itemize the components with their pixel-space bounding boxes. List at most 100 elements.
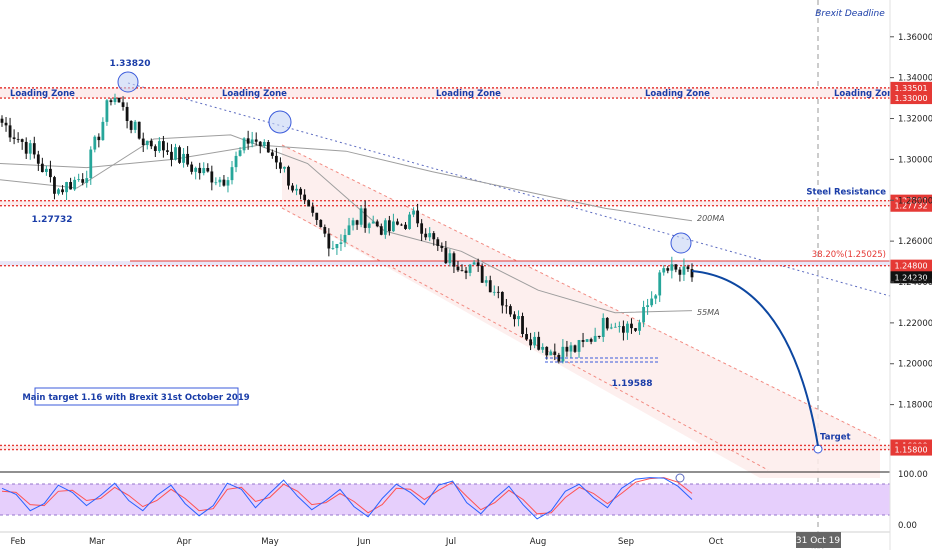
- candle-body: [371, 221, 375, 224]
- candle-body: [480, 266, 484, 283]
- swing-high-marker: [117, 71, 139, 93]
- x-tick-label: Jun: [356, 537, 370, 547]
- candle-body: [250, 139, 254, 144]
- x-tick-label: May: [261, 537, 279, 547]
- x-tick-label: Oct: [709, 537, 724, 547]
- candle-body: [375, 221, 379, 227]
- x-tick-label: Aug: [530, 537, 547, 547]
- note-box-text: Main target 1.16 with Brexit 31st Octobe…: [22, 393, 249, 403]
- candle-body: [359, 208, 363, 225]
- loading-zone-upper-tag: [890, 81, 932, 94]
- candle-body: [577, 340, 581, 352]
- candle-body: [299, 188, 302, 195]
- candle-body: [113, 97, 117, 103]
- osc-marker: [675, 473, 685, 483]
- candle-body: [517, 316, 520, 320]
- osc-tick-label: 100.00: [898, 470, 928, 480]
- candle-body: [400, 224, 403, 226]
- ma-line-55MA: [0, 134, 693, 314]
- candlestick-series: [0, 93, 694, 364]
- candle-body: [521, 316, 524, 335]
- candle-body: [561, 346, 565, 362]
- steel-resistance-lower-tag: [890, 199, 932, 212]
- candle-body: [174, 147, 177, 160]
- touch-marker-sep: [670, 232, 692, 254]
- candle-body: [573, 345, 577, 352]
- candle-body: [16, 138, 20, 140]
- candle-body: [412, 210, 415, 215]
- candle-body: [387, 220, 391, 232]
- candle-body: [605, 317, 609, 329]
- candle-body: [258, 141, 262, 147]
- candle-body: [125, 106, 129, 121]
- current-price-tag: [890, 271, 932, 284]
- candle-body: [133, 121, 137, 130]
- candle-body: [634, 328, 637, 331]
- y-tick-label: 1.30000: [898, 155, 932, 165]
- candle-body: [541, 346, 545, 350]
- candle-body: [456, 266, 460, 271]
- candle-body: [162, 141, 165, 151]
- swing-high-label: 1.33820: [110, 59, 151, 69]
- candle-body: [238, 150, 242, 156]
- candle-body: [105, 100, 109, 122]
- candle-body: [630, 323, 633, 329]
- candle-body: [549, 351, 553, 356]
- candle-body: [626, 323, 629, 333]
- osc-tick-label: 0.00: [898, 521, 917, 531]
- candle-body: [622, 326, 625, 333]
- fib-zone-fill: [0, 261, 890, 266]
- candle-body: [609, 327, 613, 329]
- candle-body: [20, 139, 24, 142]
- candle-body: [36, 154, 40, 164]
- candle-body: [266, 141, 270, 153]
- target-lower-tag-label: 1.15800: [894, 446, 927, 455]
- candle-body: [690, 269, 694, 278]
- candle-body: [327, 233, 331, 249]
- candle-body: [654, 295, 658, 299]
- candle-body: [452, 253, 456, 267]
- candle-body: [57, 189, 60, 194]
- candle-body: [73, 179, 77, 190]
- candle-body: [383, 220, 387, 235]
- target-lower-tag: [890, 443, 932, 456]
- candle-body: [565, 346, 569, 352]
- candle-body: [109, 100, 113, 103]
- candle-body: [464, 270, 468, 273]
- candle-body: [504, 305, 508, 307]
- candle-body: [460, 270, 464, 272]
- candle-body: [311, 206, 315, 213]
- candle-body: [601, 317, 605, 337]
- candle-body: [642, 306, 645, 323]
- candle-body: [85, 178, 89, 183]
- candle-body: [81, 179, 85, 183]
- candle-body: [416, 210, 420, 224]
- current-price-label: 1.24230: [894, 273, 927, 282]
- descending-trendline: [127, 82, 891, 297]
- touch-marker-may: [268, 110, 292, 134]
- candle-body: [428, 233, 432, 238]
- candle-body: [0, 118, 4, 123]
- candle-body: [291, 185, 294, 191]
- candle-body: [597, 335, 601, 337]
- candle-body: [226, 180, 230, 186]
- candle-body: [101, 121, 105, 141]
- candle-body: [670, 264, 674, 271]
- candle-body: [569, 345, 573, 352]
- candle-body: [153, 146, 157, 152]
- projection-curve: [691, 270, 819, 447]
- y-tick-label: 1.24000: [898, 278, 932, 288]
- candle-body: [355, 220, 359, 225]
- candle-body: [351, 220, 355, 226]
- candle-body: [593, 335, 597, 342]
- candle-body: [682, 266, 686, 275]
- candle-body: [472, 262, 476, 265]
- candle-body: [61, 189, 64, 193]
- candle-body: [484, 280, 488, 283]
- candle-body: [254, 139, 258, 142]
- candle-body: [674, 264, 678, 270]
- candle-body: [186, 153, 190, 165]
- candle-body: [509, 306, 512, 315]
- candle-body: [650, 298, 654, 306]
- ma55-label: 55MA: [697, 308, 720, 317]
